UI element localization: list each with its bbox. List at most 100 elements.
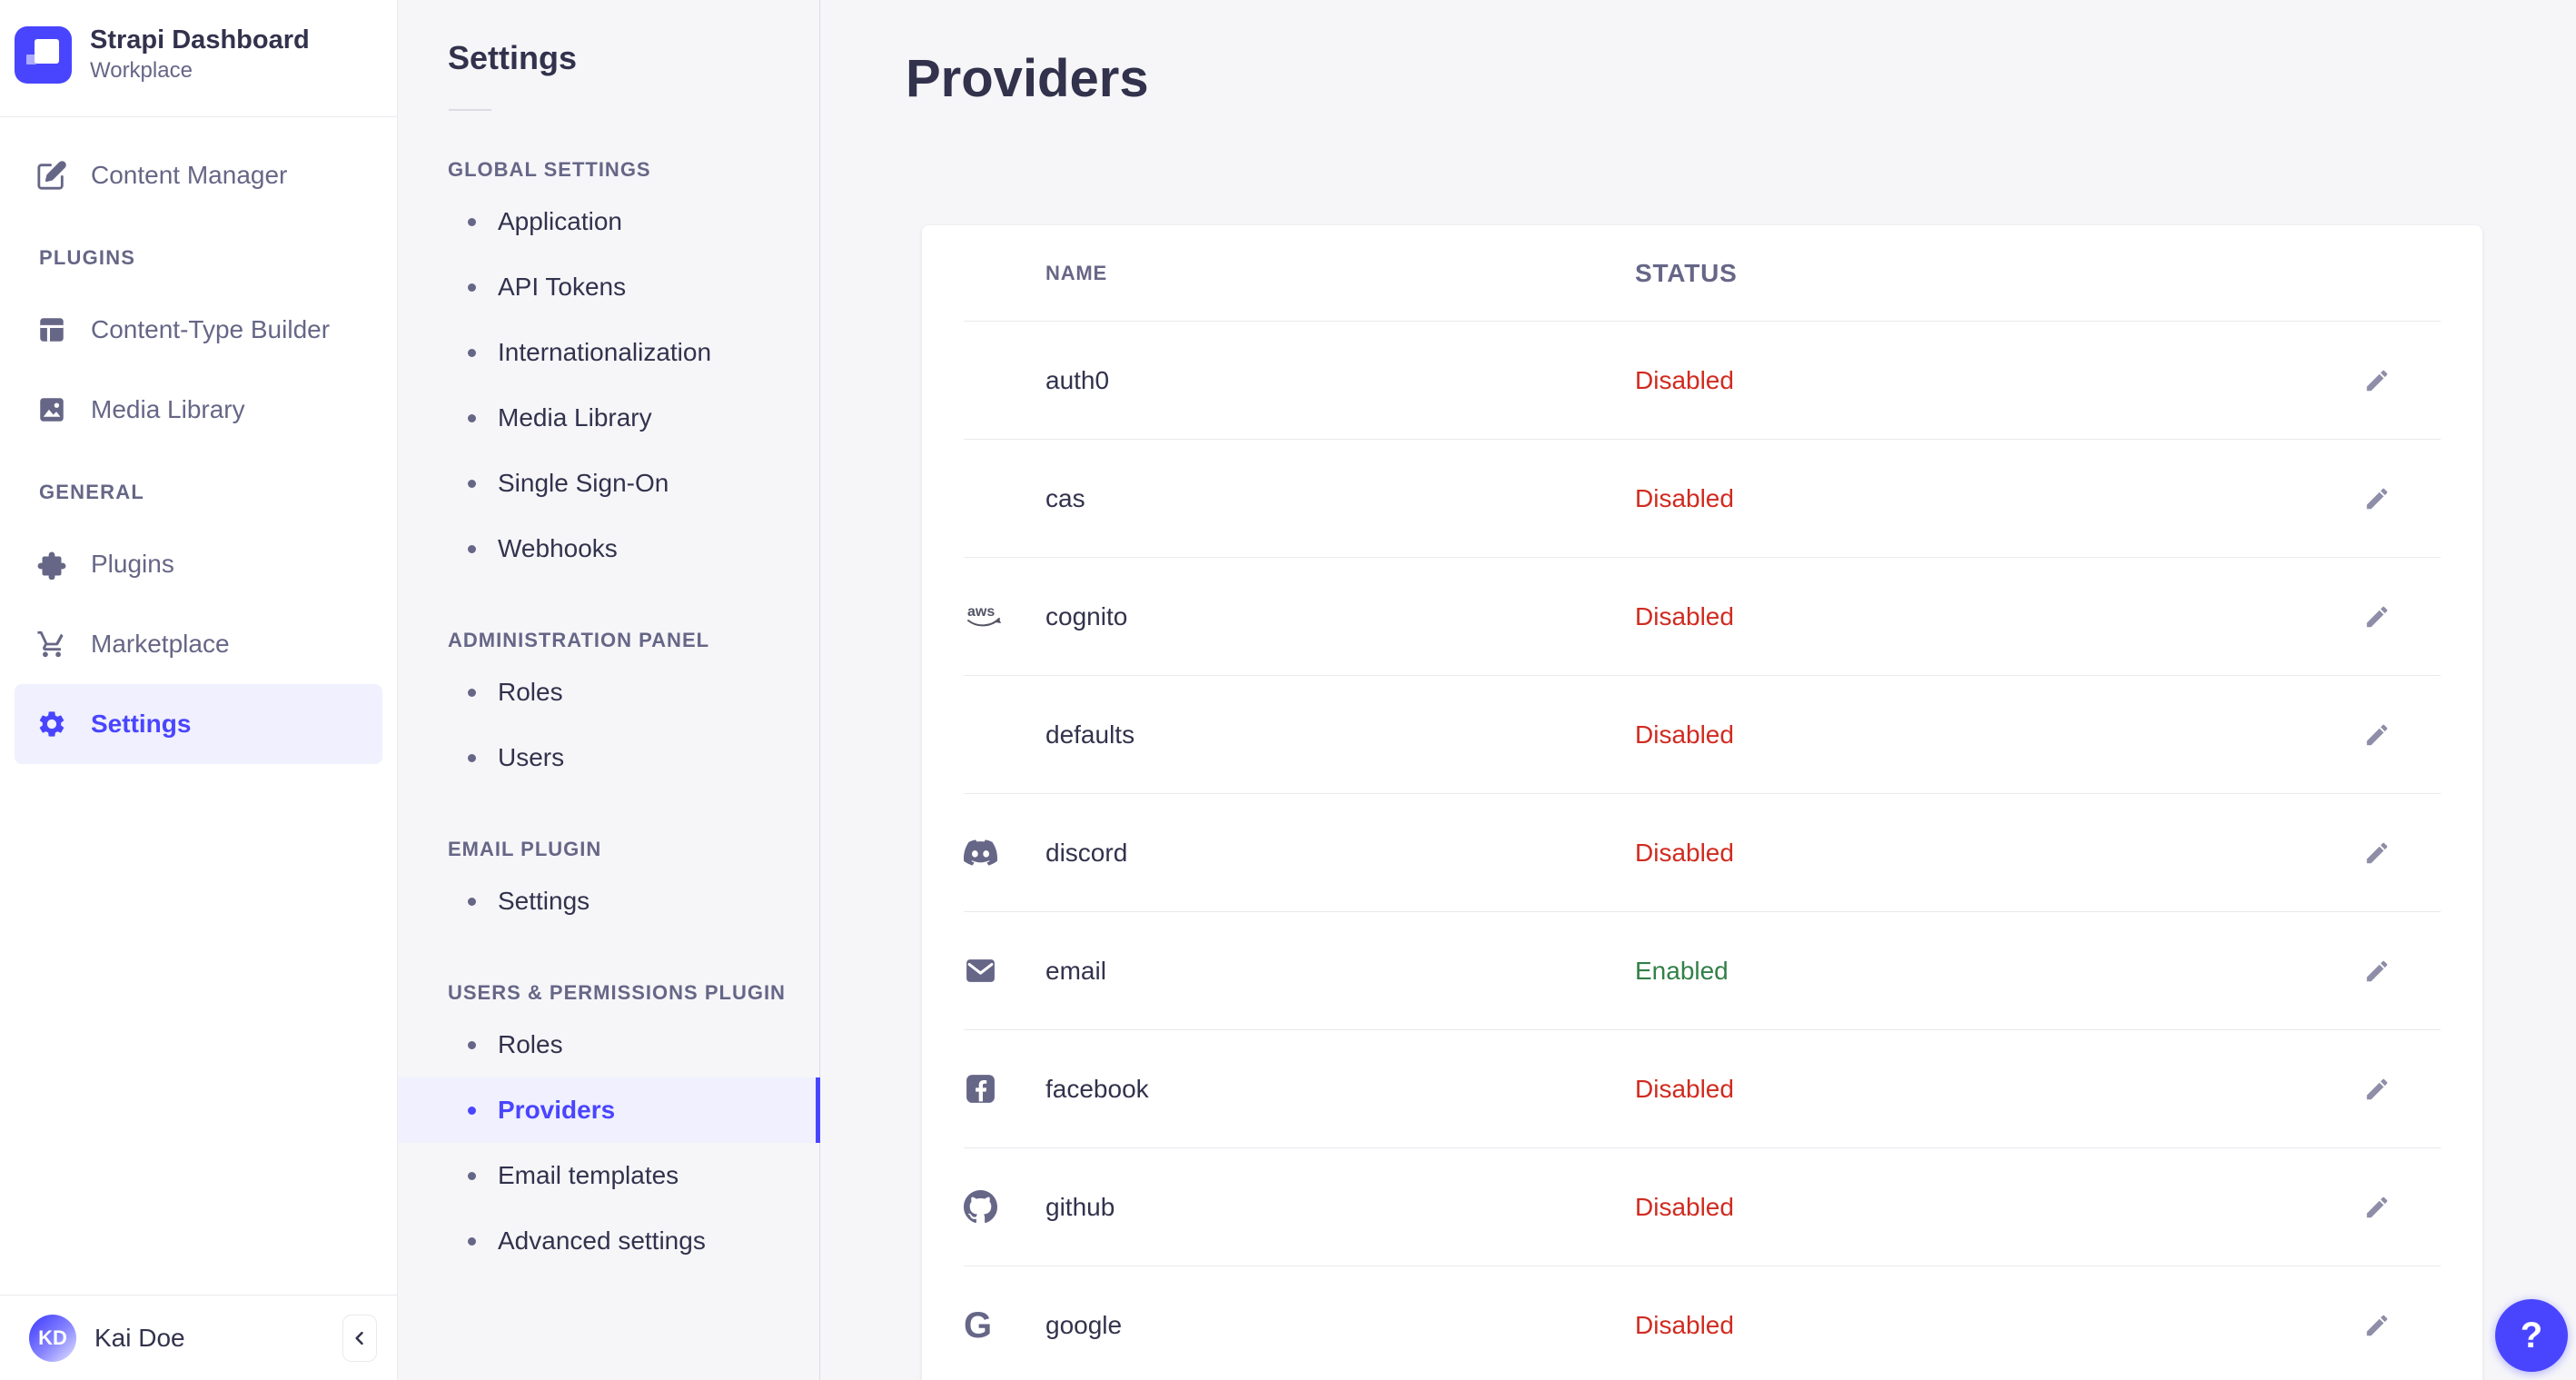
- subnav-item-label: Application: [498, 207, 622, 235]
- provider-name: discord: [1045, 838, 1128, 867]
- subnav-section-email-plugin: EMAIL PLUGIN: [448, 838, 602, 860]
- table-row: defaults Disabled: [964, 676, 2441, 794]
- sidebar-section-plugins: PLUGINS: [39, 246, 136, 270]
- workspace-name: Workplace: [90, 58, 193, 84]
- page-title: Providers: [906, 49, 1149, 108]
- subnav-item-label: Email templates: [498, 1161, 679, 1189]
- facebook-logo-icon: [964, 1072, 1015, 1106]
- edit-provider-button[interactable]: [2352, 710, 2403, 760]
- subnav-item-label: API Tokens: [498, 273, 627, 301]
- status-badge: Enabled: [1635, 956, 1729, 985]
- subnav-section-global-settings: GLOBAL SETTINGS: [448, 158, 651, 181]
- subnav-item-label: Roles: [498, 1030, 563, 1058]
- sidebar-item-content-type-builder[interactable]: Content-Type Builder: [15, 290, 382, 370]
- provider-name: google: [1045, 1311, 1123, 1339]
- subnav-item-email-templates[interactable]: Email templates: [398, 1143, 819, 1208]
- sidebar-item-content-manager[interactable]: Content Manager: [15, 135, 382, 215]
- provider-name: facebook: [1045, 1074, 1149, 1103]
- sidebar-item-media-library[interactable]: Media Library: [15, 370, 382, 450]
- subnav-divider: [449, 109, 491, 111]
- status-badge: Disabled: [1635, 838, 1734, 867]
- subnav-item-internationalization[interactable]: Internationalization: [398, 320, 819, 385]
- content-manager-pen-icon: [37, 161, 66, 190]
- subnav-item-api-tokens[interactable]: API Tokens: [398, 254, 819, 320]
- status-badge: Disabled: [1635, 1311, 1734, 1339]
- sidebar-item-plugins[interactable]: Plugins: [15, 524, 382, 604]
- subnav-item-label: Webhooks: [498, 534, 618, 562]
- subnav-item-email-settings[interactable]: Settings: [398, 869, 819, 934]
- edit-provider-button[interactable]: [2352, 1300, 2403, 1351]
- table-row: auth0 Disabled: [964, 322, 2441, 440]
- subnav-item-admin-roles[interactable]: Roles: [398, 660, 819, 725]
- table-row: email Enabled: [964, 912, 2441, 1030]
- bullet-icon: [468, 544, 476, 553]
- avatar[interactable]: KD: [29, 1314, 76, 1362]
- status-badge: Disabled: [1635, 1192, 1734, 1221]
- providers-table: NAME STATUS auth0 Disabled cas Disabled: [922, 225, 2482, 1380]
- bullet-icon: [468, 348, 476, 357]
- plugins-puzzle-icon: [37, 551, 66, 581]
- sidebar-item-marketplace[interactable]: Marketplace: [15, 604, 382, 684]
- subnav-item-advanced-settings[interactable]: Advanced settings: [398, 1208, 819, 1274]
- edit-provider-button[interactable]: [2352, 355, 2403, 406]
- edit-provider-button[interactable]: [2352, 591, 2403, 642]
- edit-provider-button[interactable]: [2352, 946, 2403, 997]
- table-row: aws cognito Disabled: [964, 558, 2441, 676]
- bullet-icon: [468, 217, 476, 226]
- sidebar-collapse-button[interactable]: [342, 1314, 377, 1362]
- status-badge: Disabled: [1635, 1074, 1734, 1103]
- bullet-icon: [468, 1040, 476, 1049]
- subnav-item-label: Single Sign-On: [498, 469, 669, 497]
- sidebar-item-label: Plugins: [91, 550, 174, 579]
- bullet-icon: [468, 753, 476, 762]
- subnav-section-users-permissions-plugin: USERS & PERMISSIONS PLUGIN: [448, 981, 786, 1004]
- status-badge: Disabled: [1635, 483, 1734, 512]
- edit-provider-button[interactable]: [2352, 828, 2403, 879]
- table-row: github Disabled: [964, 1148, 2441, 1266]
- sidebar-footer: KD Kai Doe: [0, 1295, 397, 1380]
- sidebar-item-label: Content-Type Builder: [91, 315, 331, 344]
- subnav-item-label: Settings: [498, 887, 590, 915]
- pencil-edit-icon: [2366, 842, 2388, 863]
- table-row: G google Disabled: [964, 1266, 2441, 1380]
- chevron-left-icon: [355, 1331, 363, 1345]
- subnav-item-providers[interactable]: Providers: [398, 1077, 820, 1143]
- status-badge: Disabled: [1635, 365, 1734, 394]
- sidebar-section-general: GENERAL: [39, 481, 144, 504]
- bullet-icon: [468, 897, 476, 906]
- edit-provider-button[interactable]: [2352, 473, 2403, 524]
- pencil-edit-icon: [2366, 1315, 2388, 1336]
- subnav-item-admin-users[interactable]: Users: [398, 725, 819, 790]
- subnav-item-media-library[interactable]: Media Library: [398, 385, 819, 451]
- provider-name: email: [1045, 956, 1106, 985]
- strapi-logo-icon: [15, 25, 72, 84]
- github-logo-icon: [964, 1190, 1015, 1224]
- table-header-row: NAME STATUS: [964, 225, 2441, 322]
- pencil-edit-icon: [2366, 1078, 2388, 1099]
- subnav-item-label: Media Library: [498, 403, 652, 432]
- sidebar-item-settings[interactable]: Settings: [15, 684, 382, 765]
- main-content: Providers NAME STATUS auth0 Disabled cas: [820, 0, 2576, 1380]
- edit-provider-button[interactable]: [2352, 1064, 2403, 1115]
- subnav-item-webhooks[interactable]: Webhooks: [398, 516, 819, 581]
- aws-logo-icon: aws: [964, 602, 1015, 631]
- help-button[interactable]: ?: [2495, 1299, 2568, 1372]
- subnav-item-single-sign-on[interactable]: Single Sign-On: [398, 451, 819, 516]
- sidebar-item-label: Marketplace: [91, 630, 230, 659]
- settings-subnav: Settings GLOBAL SETTINGS Application API…: [398, 0, 820, 1380]
- subnav-item-label: Internationalization: [498, 338, 712, 366]
- subnav-item-up-roles[interactable]: Roles: [398, 1012, 819, 1077]
- pencil-edit-icon: [2366, 1196, 2388, 1217]
- main-sidebar: Strapi Dashboard Workplace Content Manag…: [0, 0, 398, 1380]
- pencil-edit-icon: [2366, 606, 2388, 627]
- edit-provider-button[interactable]: [2352, 1182, 2403, 1233]
- bullet-icon: [468, 413, 476, 422]
- subnav-item-label: Advanced settings: [498, 1226, 706, 1255]
- marketplace-cart-icon: [37, 631, 64, 658]
- subnav-title: Settings: [448, 39, 578, 76]
- subnav-item-application[interactable]: Application: [398, 189, 819, 254]
- status-badge: Disabled: [1635, 720, 1734, 749]
- workspace-switcher[interactable]: Strapi Dashboard Workplace: [0, 0, 397, 118]
- provider-name: cognito: [1045, 601, 1128, 630]
